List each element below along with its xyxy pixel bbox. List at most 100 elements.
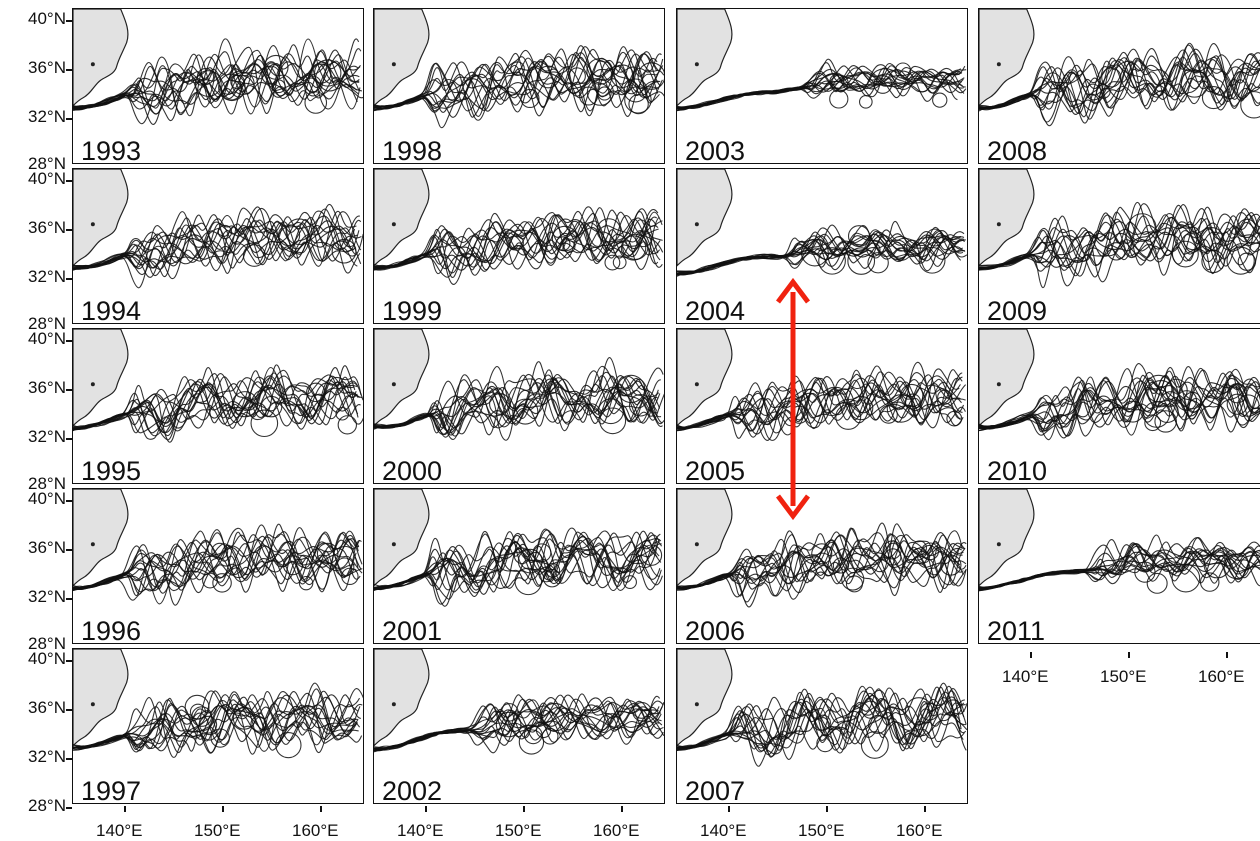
- front-path-line: [677, 67, 966, 109]
- year-label: 1993: [81, 136, 142, 164]
- front-paths-2003: [677, 9, 967, 112]
- year-label: 2007: [685, 776, 746, 804]
- lat-label: 36°N: [28, 698, 66, 717]
- panel-1996: 1996: [72, 488, 364, 644]
- front-path-line: [374, 532, 658, 595]
- lon-tick: [1030, 652, 1032, 658]
- japan-landmass: [73, 9, 129, 107]
- front-path-line: [800, 238, 829, 267]
- front-path-line: [374, 706, 663, 752]
- lat-label: 40°N: [28, 9, 66, 28]
- year-label: 1998: [382, 136, 443, 164]
- front-path-line: [677, 542, 967, 591]
- front-path-line: [1237, 218, 1257, 239]
- front-path-line: [1143, 400, 1171, 428]
- front-path-line: [677, 58, 967, 110]
- front-paths-2004: [677, 169, 967, 277]
- front-path-line: [979, 58, 1260, 111]
- japan-landmass: [979, 329, 1035, 427]
- landmark-dot: [694, 702, 699, 707]
- front-path-line: [677, 226, 965, 275]
- japan-landmass: [73, 489, 129, 587]
- japan-landmass: [979, 489, 1035, 587]
- front-path-line: [847, 225, 871, 248]
- front-path-line: [184, 694, 210, 720]
- front-path-line: [341, 567, 359, 585]
- lon-label: 160°E: [292, 821, 339, 840]
- front-path-line: [932, 92, 948, 108]
- lon-tick: [320, 806, 322, 812]
- front-path-line: [304, 91, 328, 114]
- lon-tick: [924, 806, 926, 812]
- lon-label: 160°E: [593, 821, 640, 840]
- year-label: 2002: [382, 776, 443, 804]
- japan-landmass: [979, 169, 1035, 267]
- lat-tick: [66, 20, 72, 22]
- lat-label: 40°N: [28, 489, 66, 508]
- front-path-line: [73, 62, 362, 110]
- lat-label: 36°N: [28, 58, 66, 77]
- front-path-line: [979, 224, 1260, 268]
- landmark-dot: [694, 382, 699, 387]
- lat-label: 28°N: [28, 634, 66, 653]
- japan-landmass: [374, 169, 430, 267]
- front-path-line: [604, 254, 621, 271]
- front-path-line: [979, 204, 1260, 277]
- front-path-line: [1240, 91, 1260, 119]
- lon-tick: [826, 806, 828, 812]
- front-path-line: [374, 531, 660, 591]
- year-label: 2010: [987, 456, 1048, 484]
- front-paths-1994: [73, 169, 363, 289]
- front-path-line: [887, 239, 908, 261]
- front-path-line: [1171, 240, 1199, 268]
- front-path-line: [946, 410, 963, 427]
- lat-tick: [66, 709, 72, 711]
- front-path-line: [835, 404, 862, 430]
- japan-landmass: [73, 329, 129, 427]
- front-path-line: [597, 86, 612, 101]
- front-path-line: [212, 573, 232, 593]
- front-path-line: [374, 696, 664, 750]
- panel-2002: 2002: [373, 648, 665, 804]
- landmark-dot: [90, 62, 95, 67]
- lon-label: 160°E: [1198, 667, 1245, 686]
- japan-landmass: [677, 9, 733, 107]
- panel-2007: 2007: [676, 648, 968, 804]
- front-path-line: [73, 370, 363, 440]
- front-paths-2009: [979, 169, 1260, 289]
- lat-tick: [66, 229, 72, 231]
- landmark-dot: [996, 222, 1001, 227]
- front-path-line: [677, 375, 962, 441]
- lon-label: 150°E: [194, 821, 241, 840]
- lat-tick: [66, 598, 72, 600]
- front-path-line: [73, 535, 363, 589]
- front-paths-1997: [73, 649, 363, 759]
- front-path-line: [979, 212, 1260, 271]
- lon-tick: [1128, 652, 1130, 658]
- front-path-line: [677, 538, 964, 589]
- landmark-dot: [391, 702, 396, 707]
- panel-1993: 1993: [72, 8, 364, 164]
- front-path-line: [816, 734, 834, 753]
- front-path-line: [374, 532, 663, 600]
- front-path-line: [242, 244, 266, 267]
- front-path-line: [624, 86, 652, 114]
- year-label: 2011: [987, 616, 1046, 644]
- front-path-line: [73, 529, 361, 593]
- front-path-line: [374, 220, 659, 270]
- panel-2000: 2000: [373, 328, 665, 484]
- japan-landmass: [677, 489, 733, 587]
- front-path-line: [541, 727, 559, 745]
- front-paths-2007: [677, 649, 967, 767]
- landmark-dot: [90, 222, 95, 227]
- front-path-line: [73, 54, 360, 115]
- japan-landmass: [979, 9, 1035, 107]
- front-path-line: [374, 707, 661, 750]
- front-path-line: [616, 374, 646, 404]
- lat-label: 28°N: [28, 796, 66, 815]
- lat-label: 32°N: [28, 107, 66, 126]
- front-path-line: [979, 55, 1260, 127]
- japan-landmass: [374, 9, 430, 107]
- front-paths-2006: [677, 489, 967, 608]
- lat-label: 40°N: [28, 649, 66, 668]
